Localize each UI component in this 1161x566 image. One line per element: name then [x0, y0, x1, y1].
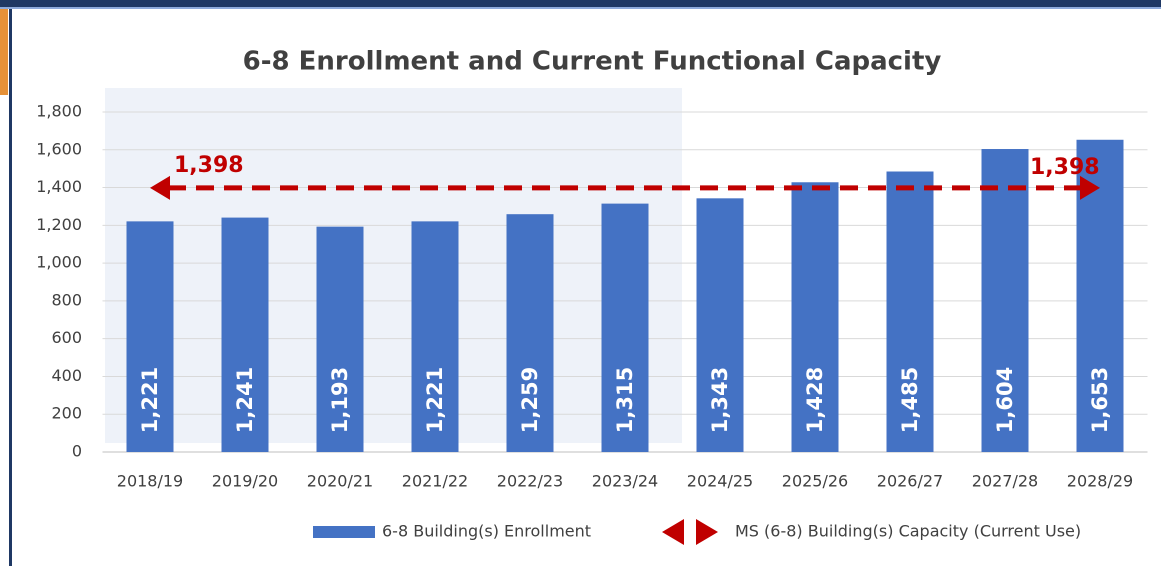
- x-tick-label: 2019/20: [212, 472, 278, 491]
- bar-value-label: 1,428: [803, 367, 827, 433]
- x-tick-label: 2025/26: [782, 472, 848, 491]
- legend-swatch: [313, 526, 375, 538]
- bar: [696, 198, 744, 452]
- capacity-arrow-right: [1080, 175, 1100, 200]
- bar-value-label: 1,221: [423, 367, 447, 433]
- legend-capacity-icon: [662, 519, 718, 545]
- x-tick-label: 2022/23: [497, 472, 563, 491]
- y-tick-label: 600: [51, 328, 82, 347]
- history-shade: [105, 88, 682, 443]
- y-tick-label: 1,600: [36, 139, 82, 158]
- bar-value-label: 1,259: [518, 367, 542, 433]
- bar-value-label: 1,343: [708, 367, 732, 433]
- bar-value-label: 1,315: [613, 367, 637, 433]
- bar: [791, 182, 839, 452]
- y-tick-label: 400: [51, 366, 82, 385]
- y-tick-label: 200: [51, 404, 82, 423]
- capacity-label: 1,398: [1030, 155, 1100, 180]
- capacity-label: 1,398: [174, 153, 244, 178]
- y-tick-label: 0: [72, 442, 82, 461]
- y-tick-label: 1,400: [36, 177, 82, 196]
- frame-top: [0, 0, 1161, 7]
- x-tick-label: 2028/29: [1067, 472, 1133, 491]
- bar-value-label: 1,193: [328, 367, 352, 433]
- frame-top-accent: [0, 7, 1161, 9]
- bar: [316, 226, 364, 452]
- capacity-arrow-left: [150, 175, 170, 200]
- frame-left: [9, 9, 12, 566]
- y-tick-label: 1,800: [36, 102, 82, 121]
- y-tick-label: 800: [51, 290, 82, 309]
- legend-label: 6-8 Building(s) Enrollment: [382, 522, 591, 541]
- bar: [506, 214, 554, 452]
- x-tick-label: 2024/25: [687, 472, 753, 491]
- bar-value-label: 1,221: [138, 367, 162, 433]
- x-tick-label: 2018/19: [117, 472, 183, 491]
- bar: [126, 221, 174, 452]
- x-tick-label: 2020/21: [307, 472, 373, 491]
- bar-value-label: 1,604: [993, 367, 1017, 433]
- chart-title: 6-8 Enrollment and Current Functional Ca…: [243, 47, 942, 77]
- bar-value-label: 1,241: [233, 367, 257, 433]
- frame-tab: [0, 9, 8, 95]
- bar-value-label: 1,485: [898, 367, 922, 433]
- y-tick-label: 1,200: [36, 215, 82, 234]
- x-tick-label: 2023/24: [592, 472, 658, 491]
- bar: [886, 171, 934, 452]
- bar: [601, 203, 649, 452]
- bar: [981, 149, 1029, 452]
- bar: [411, 221, 459, 452]
- bar-value-label: 1,653: [1088, 367, 1112, 433]
- y-tick-label: 1,000: [36, 253, 82, 272]
- bar: [221, 217, 269, 452]
- x-tick-label: 2027/28: [972, 472, 1038, 491]
- x-tick-label: 2021/22: [402, 472, 468, 491]
- x-tick-label: 2026/27: [877, 472, 943, 491]
- legend-label: MS (6-8) Building(s) Capacity (Current U…: [735, 522, 1081, 541]
